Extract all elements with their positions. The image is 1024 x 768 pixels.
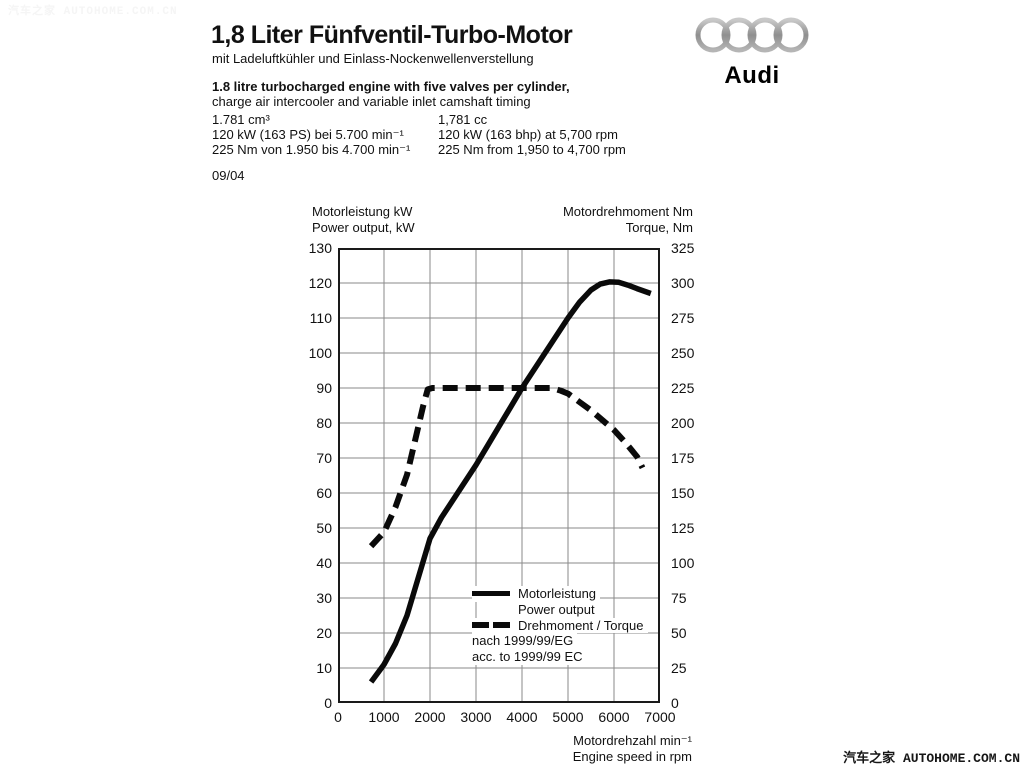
- left-axis-tick-label: 90: [316, 380, 332, 396]
- x-axis-label-en: Engine speed in rpm: [572, 748, 692, 764]
- page-title: 1,8 Liter Fünfventil-Turbo-Motor: [211, 21, 573, 49]
- spec-displacement-de: 1.781 cm³: [212, 112, 270, 127]
- left-axis-tick-label: 100: [308, 345, 332, 361]
- right-axis-label-en: Torque, Nm: [625, 219, 693, 235]
- right-axis-tick-label: 175: [671, 450, 695, 466]
- x-axis-tick-label: 6000: [598, 709, 630, 725]
- left-axis-tick-label: 110: [309, 310, 332, 326]
- right-axis-tick-label: 25: [671, 660, 687, 676]
- legend-torque-label: Drehmoment / Torque: [518, 617, 644, 633]
- left-axis-tick-label: 70: [316, 450, 332, 466]
- left-axis-label-en: Power output, kW: [312, 219, 415, 235]
- left-axis-header: Motorleistung kW Power output, kW: [312, 204, 415, 235]
- left-axis-tick-label: 130: [308, 240, 332, 256]
- subtitle-english-bold: 1.8 litre turbocharged engine with five …: [212, 79, 570, 94]
- date-stamp: 09/04: [212, 168, 245, 183]
- legend-norm-de: nach 1999/99/EG: [472, 633, 578, 650]
- subtitle-english: charge air intercooler and variable inle…: [212, 94, 531, 109]
- spec-power-de: 120 kW (163 PS) bei 5.700 min⁻¹: [212, 127, 404, 143]
- spec-torque-de: 225 Nm von 1.950 bis 4.700 min⁻¹: [212, 142, 411, 158]
- left-axis-tick-label: 10: [316, 660, 332, 676]
- legend-torque-row: Drehmoment / Torque: [472, 617, 648, 634]
- right-axis-tick-label: 50: [671, 625, 687, 641]
- x-axis-tick-label: 5000: [552, 709, 584, 725]
- right-axis-tick-label: 150: [671, 485, 695, 501]
- x-axis-tick-label: 3000: [460, 709, 492, 725]
- chart-legend: Motorleistung Power output Drehmoment / …: [472, 586, 648, 665]
- x-axis-title: Motordrehzahl min⁻¹ Engine speed in rpm: [460, 733, 692, 764]
- x-axis-tick-label: 1000: [368, 709, 400, 725]
- legend-norm-en: acc. to 1999/99 EC: [472, 649, 587, 665]
- left-axis-tick-label: 50: [316, 520, 332, 536]
- torque-curve: [368, 385, 646, 549]
- right-axis-header: Motordrehmoment Nm Torque, Nm: [480, 204, 693, 235]
- left-axis-tick-label: 120: [308, 275, 332, 291]
- solid-line-swatch-icon: [472, 591, 510, 597]
- left-axis-label-de: Motorleistung kW: [312, 204, 413, 219]
- x-axis-tick-label: 2000: [414, 709, 446, 725]
- right-axis-tick-label: 225: [671, 380, 695, 396]
- right-axis-tick-label: 250: [671, 345, 695, 361]
- audi-wordmark: Audi: [724, 62, 780, 89]
- right-axis-tick-label: 100: [671, 555, 695, 571]
- subtitle-german: mit Ladeluftkühler und Einlass-Nockenwel…: [212, 51, 534, 66]
- right-axis-tick-label: 300: [671, 275, 695, 291]
- x-axis-tick-label: 4000: [506, 709, 538, 725]
- engine-performance-chart: Motorleistung Power output Drehmoment / …: [338, 248, 660, 703]
- left-axis-tick-label: 20: [316, 625, 332, 641]
- watermark-bottom: 汽车之家 AUTOHOME.COM.CN: [843, 751, 1020, 766]
- right-axis-tick-label: 0: [671, 695, 679, 711]
- specs-german: 1.781 cm³ 120 kW (163 PS) bei 5.700 min⁻…: [212, 112, 410, 158]
- right-axis-tick-label: 325: [671, 240, 695, 256]
- left-axis-tick-label: 30: [316, 590, 332, 606]
- legend-power-row: Motorleistung: [472, 586, 601, 602]
- audi-four-rings-icon: [695, 17, 809, 53]
- legend-power-label-de: Motorleistung: [518, 586, 597, 601]
- x-axis-label-de: Motordrehzahl min⁻¹: [573, 733, 692, 748]
- audi-logo: Audi: [692, 11, 812, 90]
- spec-displacement-en: 1,781 cc: [438, 112, 488, 127]
- right-axis-tick-label: 125: [671, 520, 695, 536]
- left-axis-tick-label: 0: [324, 695, 332, 711]
- legend-power-row-en: Power output: [518, 601, 599, 618]
- x-axis-tick-label: 0: [334, 709, 342, 725]
- specs-english: 1,781 cc 120 kW (163 bhp) at 5,700 rpm 2…: [438, 112, 626, 158]
- left-axis-tick-label: 80: [316, 415, 332, 431]
- spec-power-en: 120 kW (163 bhp) at 5,700 rpm: [438, 127, 618, 143]
- left-axis-tick-label: 40: [316, 555, 332, 571]
- power-curve: [368, 279, 652, 684]
- watermark-top: 汽车之家 AUTOHOME.COM.CN: [8, 6, 178, 18]
- right-axis-label-de: Motordrehmoment Nm: [562, 204, 693, 219]
- dashed-line-swatch-icon: [472, 622, 510, 629]
- left-axis-tick-label: 60: [316, 485, 332, 501]
- x-axis-tick-label: 7000: [644, 709, 676, 725]
- legend-power-label-en: Power output: [518, 601, 595, 617]
- right-axis-tick-label: 200: [671, 415, 695, 431]
- spec-torque-en: 225 Nm from 1,950 to 4,700 rpm: [438, 142, 626, 158]
- right-axis-tick-label: 275: [671, 310, 695, 326]
- right-axis-tick-label: 75: [671, 590, 687, 606]
